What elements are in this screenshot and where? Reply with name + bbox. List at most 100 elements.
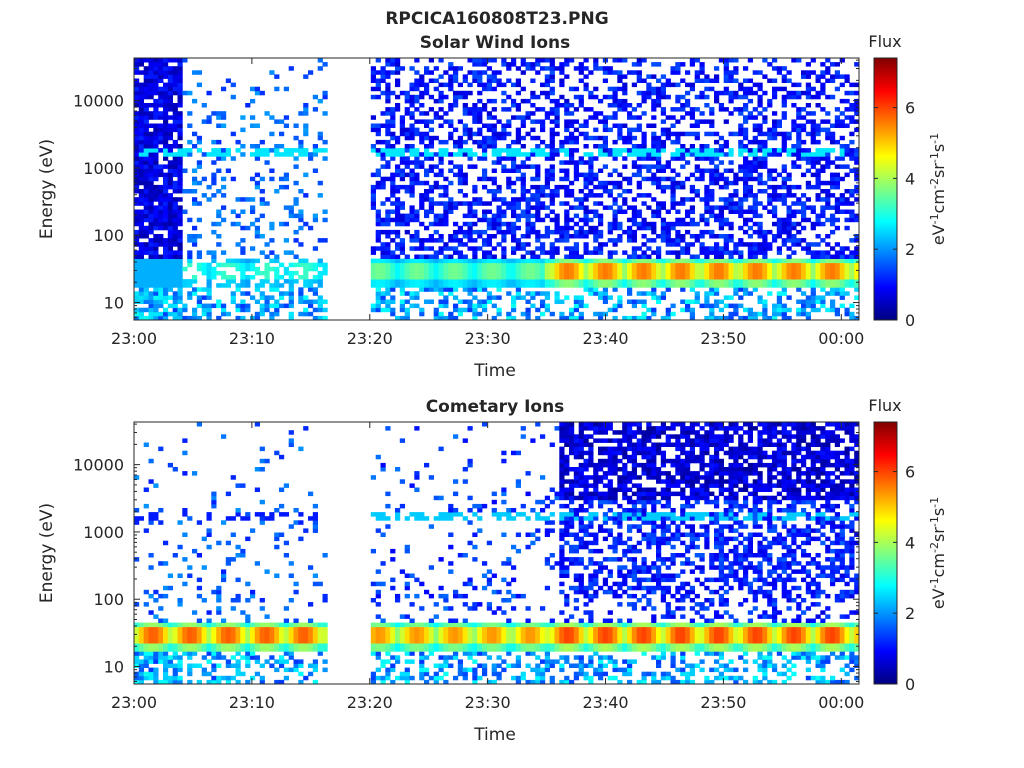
heatmap-cell [593,229,599,235]
heatmap-cell [424,279,430,284]
heatmap-cell [772,111,778,116]
heatmap-cell [699,152,705,157]
heatmap-cell [380,78,386,83]
heatmap-cell [511,246,517,251]
heatmap-cell [656,279,662,284]
heatmap-cell [506,311,512,317]
heatmap-cell [757,213,763,219]
heatmap-cell [772,275,778,280]
heatmap-cell [636,70,642,75]
heatmap-cell [182,532,188,537]
heatmap-cell [428,139,434,145]
heatmap-cell [656,250,662,255]
heatmap-cell [153,242,159,247]
heatmap-cell [235,266,241,272]
heatmap-cell [665,266,671,272]
heatmap-cell [312,262,318,268]
heatmap-cell [694,295,700,300]
heatmap-cell [622,135,628,141]
heatmap-cell [196,148,202,153]
heatmap-cell [414,246,420,251]
heatmap-cell [583,205,589,210]
heatmap-cell [573,258,579,264]
heatmap-cell [472,295,478,300]
heatmap-cell [820,90,826,96]
heatmap-cell [675,242,681,247]
heatmap-cell [728,160,734,165]
heatmap-cell [438,275,444,280]
heatmap-cell [167,266,173,272]
heatmap-cell [477,98,483,104]
heatmap-cell [486,127,492,133]
heatmap-cell [419,266,425,272]
heatmap-cell [854,176,860,182]
heatmap-cell [699,229,705,235]
heatmap-cell [752,311,758,317]
heatmap-cell [419,119,425,124]
heatmap-cell [375,148,381,153]
heatmap-cell [544,258,550,264]
heatmap-cell [704,201,710,206]
heatmap-cell [641,78,647,83]
heatmap-cell [641,221,647,227]
heatmap-cell [143,659,149,664]
heatmap-cell [395,184,401,190]
heatmap-cell [718,275,724,280]
heatmap-cell [312,148,318,153]
heatmap-cell [709,119,715,124]
heatmap-cell [462,254,468,259]
heatmap-cell [549,127,555,133]
heatmap-cell [728,58,734,63]
heatmap-cell [569,315,575,321]
heatmap-cell [704,197,710,202]
heatmap-cell [134,217,140,223]
heatmap-cell [752,254,758,259]
heatmap-cell [796,242,802,247]
heatmap-cell [187,123,193,128]
heatmap-cell [757,86,763,92]
heatmap-cell [801,209,807,214]
heatmap-cell [680,270,686,276]
heatmap-cell [274,299,280,304]
heatmap-cell [627,270,633,276]
heatmap-cell [496,213,502,219]
heatmap-cell [699,111,705,116]
heatmap-cell [477,283,483,288]
heatmap-cell [820,254,826,259]
heatmap-cell [728,270,734,276]
heatmap-cell [607,270,613,276]
heatmap-cell [211,266,217,272]
heatmap-cell [496,135,502,141]
heatmap-cell [250,266,256,272]
heatmap-cell [689,262,695,268]
heatmap-cell [167,103,173,108]
heatmap-cell [617,193,623,198]
heatmap-cell [515,131,521,137]
heatmap-cell [143,172,149,178]
heatmap-cell [138,107,144,112]
heatmap-cell [747,283,753,288]
heatmap-cell [573,283,579,288]
heatmap-cell [409,303,415,309]
heatmap-cell [535,144,541,149]
heatmap-cell [496,131,502,137]
heatmap-cell [598,270,604,276]
heatmap-cell [665,115,671,120]
heatmap-cell [283,184,289,190]
heatmap-cell [612,275,618,280]
heatmap-cell [733,262,739,268]
heatmap-cell [738,209,744,214]
heatmap-cell [622,176,628,182]
heatmap-cell [399,250,405,255]
heatmap-cell [757,164,763,169]
heatmap-cell [472,115,478,120]
heatmap-cell [815,180,821,186]
heatmap-cell [182,581,188,587]
heatmap-cell [496,209,502,214]
heatmap-cell [370,246,376,251]
heatmap-cell [453,258,459,264]
heatmap-cell [385,74,391,79]
heatmap-cell [467,221,473,227]
heatmap-cell [617,78,623,83]
heatmap-cell [254,234,260,239]
